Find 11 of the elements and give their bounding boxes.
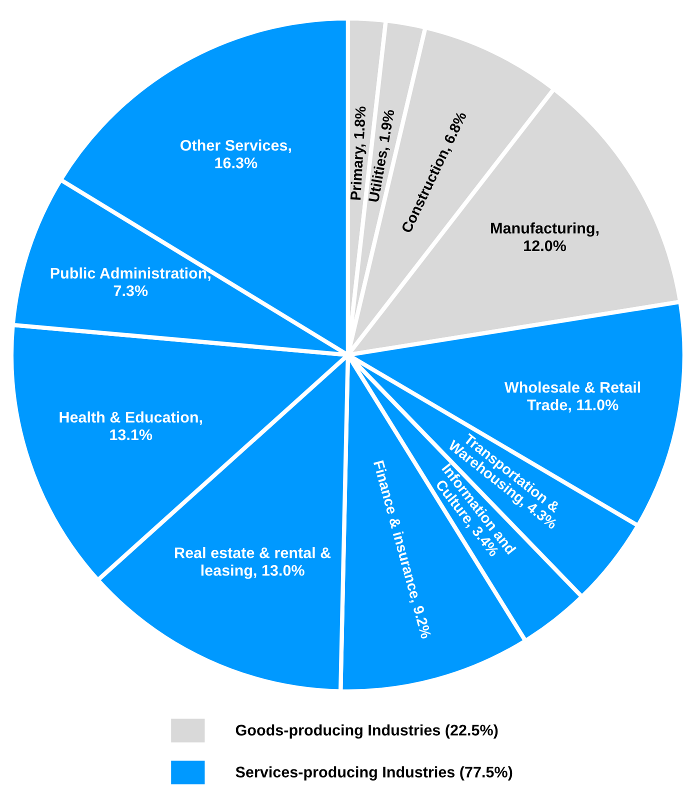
slice-label: Wholesale & Retail Trade, 11.0% <box>504 382 640 413</box>
slice-label: Other Services, 16.3% <box>180 140 291 168</box>
slice-label: Manufacturing, 12.0% <box>491 222 599 252</box>
text: Goods-producing Industries (22.5%) <box>236 724 498 739</box>
slice-label: Finance & insurance, 9.2% <box>371 460 432 640</box>
slice-label: Utilities, 1.9% <box>368 108 397 203</box>
slice-label: Public Administration, 7.3% <box>50 267 210 296</box>
slice-label: Health & Education, 13.1% <box>60 411 202 440</box>
text: Services-producing Industries (77.5%) <box>236 766 512 781</box>
slice-label: Real estate & rental & leasing, 13.0% <box>175 547 331 579</box>
slice-label: Primary, 1.8% <box>350 106 369 200</box>
